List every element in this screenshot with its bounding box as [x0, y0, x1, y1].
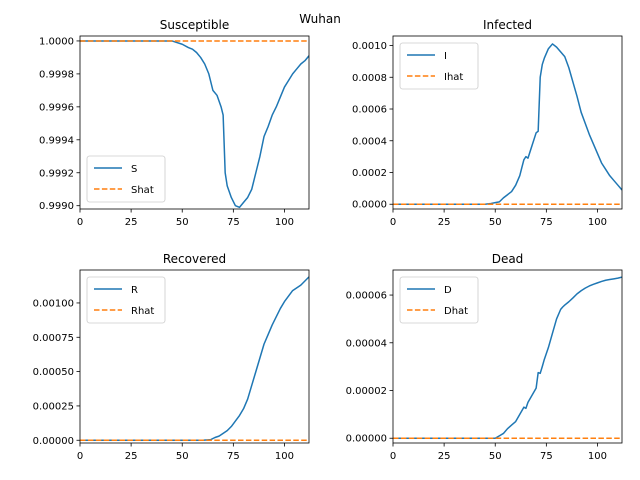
dead-xtick-label: 0	[390, 451, 396, 462]
recovered-legend: R Rhat	[86, 276, 166, 324]
infected-xtick-label: 75	[540, 217, 553, 228]
infected-legend-label-i: I	[444, 51, 447, 62]
dead-xtick-label: 50	[489, 451, 502, 462]
susceptible-legend-label-shat: Shat	[131, 185, 154, 196]
recovered-series-r	[80, 276, 309, 441]
infected-xtick-label: 25	[438, 217, 451, 228]
susceptible-ytick-label: 0.9990	[39, 201, 74, 212]
infected-axes-frame	[392, 35, 623, 210]
recovered-legend-label-r: R	[131, 285, 138, 296]
susceptible-ytick-label: 0.9998	[39, 69, 74, 80]
infected-xtick-label: 100	[588, 217, 607, 228]
susceptible-legend: S Shat	[86, 155, 166, 203]
recovered-ytick-label: 0.00100	[33, 298, 74, 309]
susceptible-legend-label-s: S	[131, 164, 137, 175]
susceptible-title: Susceptible	[160, 18, 229, 32]
dead-chart: Dead 0 25 50 75 100 0.00000 0.00002 0.00004 0.000…	[346, 252, 623, 462]
recovered-xtick-label: 75	[227, 451, 240, 462]
susceptible-xtick-label: 75	[227, 217, 240, 228]
infected-chart: Infected 0 25 50 75 100 0.0000 0.0002 0.0004 0.00…	[352, 18, 623, 228]
dead-ytick-label: 0.00002	[346, 386, 387, 397]
infected-ytick-label: 0.0006	[352, 105, 387, 116]
infected-series-i	[393, 43, 622, 205]
recovered-axes-frame	[79, 269, 310, 444]
infected-title: Infected	[483, 18, 532, 32]
recovered-title: Recovered	[163, 252, 226, 266]
susceptible-ytick-label: 0.9996	[39, 102, 74, 113]
susceptible-ytick-label: 1.0000	[39, 36, 74, 47]
infected-ytick-label: 0.0000	[352, 200, 387, 211]
susceptible-xtick-label: 50	[176, 217, 189, 228]
dead-xtick-label: 25	[438, 451, 451, 462]
dead-ytick-label: 0.00004	[346, 338, 387, 349]
susceptible-xtick-label: 100	[275, 217, 294, 228]
figure-title: Wuhan	[299, 12, 341, 26]
recovered-xtick-label: 100	[275, 451, 294, 462]
dead-legend-label-dhat: Dhat	[444, 306, 468, 317]
susceptible-ytick-label: 0.9992	[39, 168, 74, 179]
dead-series-d	[393, 276, 622, 439]
dead-legend-label-d: D	[444, 285, 452, 296]
susceptible-axes-frame	[79, 35, 310, 210]
infected-legend: I Ihat	[399, 42, 479, 90]
recovered-ytick-label: 0.00025	[33, 401, 74, 412]
dead-xtick-label: 75	[540, 451, 553, 462]
recovered-xtick-label: 25	[125, 451, 138, 462]
dead-ytick-label: 0.00006	[346, 291, 387, 302]
dead-legend: D Dhat	[399, 276, 479, 324]
infected-ytick-label: 0.0008	[352, 73, 387, 84]
susceptible-ytick-label: 0.9994	[39, 135, 74, 146]
recovered-ytick-label: 0.00050	[33, 367, 74, 378]
susceptible-xtick-label: 25	[125, 217, 138, 228]
recovered-ytick-label: 0.00000	[33, 436, 74, 447]
recovered-chart: Recovered 0 25 50 75 100 0.00000 0.00025 0.00050…	[33, 252, 310, 462]
recovered-xtick-label: 0	[77, 451, 83, 462]
infected-xtick-label: 0	[390, 217, 396, 228]
recovered-xtick-label: 50	[176, 451, 189, 462]
infected-ytick-label: 0.0010	[352, 41, 387, 52]
recovered-ytick-label: 0.00075	[33, 333, 74, 344]
susceptible-series-s	[80, 40, 309, 209]
infected-legend-box	[399, 42, 479, 90]
dead-title: Dead	[492, 252, 524, 266]
infected-xtick-label: 50	[489, 217, 502, 228]
infected-ytick-label: 0.0004	[352, 136, 387, 147]
recovered-legend-label-rhat: Rhat	[131, 306, 154, 317]
dead-axes-frame	[392, 269, 623, 444]
infected-ytick-label: 0.0002	[352, 168, 387, 179]
susceptible-chart: Susceptible 0 25 50 75 100 0.9990 0.9992 0.9994 0…	[39, 18, 310, 228]
dead-ytick-label: 0.00000	[346, 434, 387, 445]
susceptible-xtick-label: 0	[77, 217, 83, 228]
dead-xtick-label: 100	[588, 451, 607, 462]
infected-legend-label-ihat: Ihat	[444, 72, 463, 83]
